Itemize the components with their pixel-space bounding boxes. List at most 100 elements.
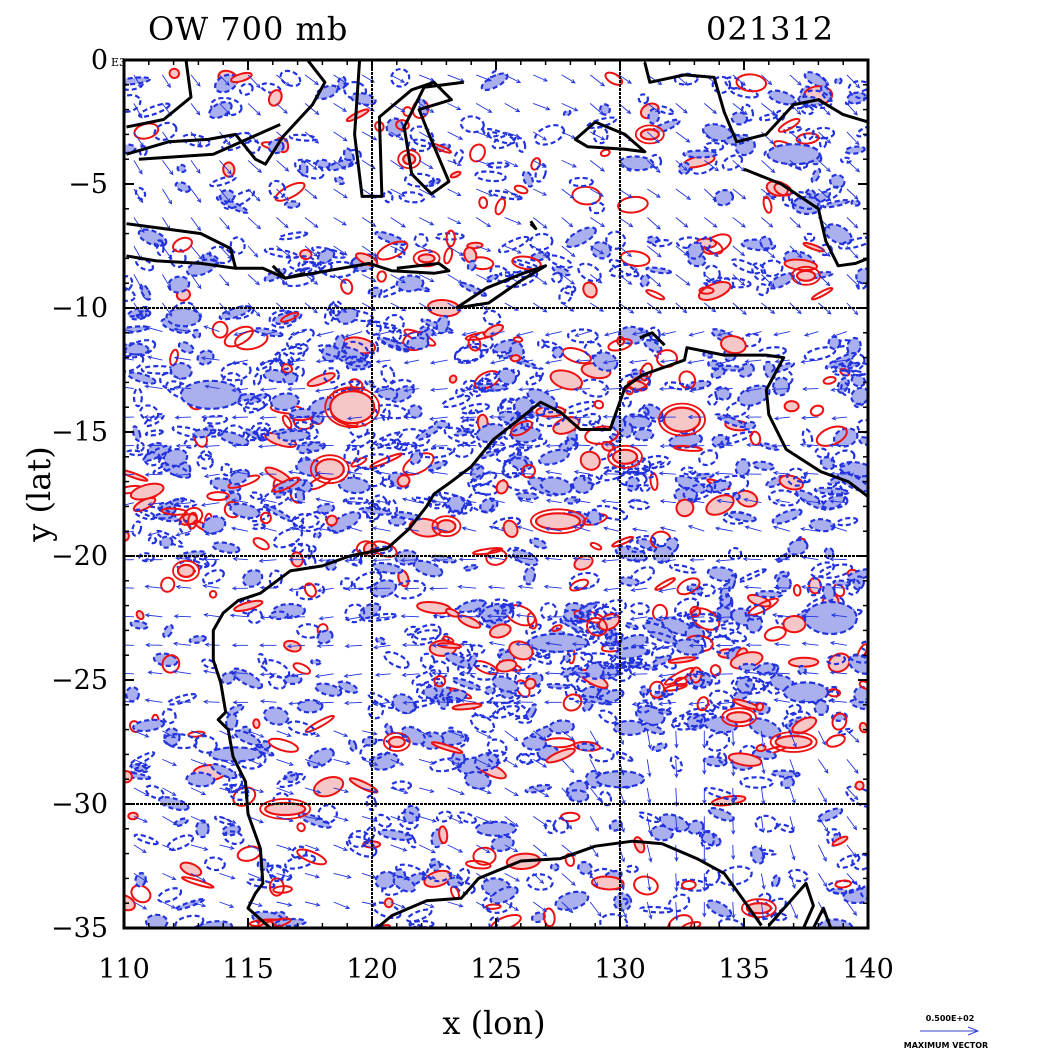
- positive-vorticity-contour: [230, 71, 253, 84]
- positive-vorticity-contour: [223, 325, 254, 348]
- negative-vorticity-contour: [434, 232, 465, 241]
- wind-vector: [230, 526, 249, 532]
- positive-vorticity-contour: [604, 71, 624, 86]
- wind-vector: [257, 444, 277, 449]
- wind-vector: [761, 245, 776, 259]
- wind-vector: [646, 873, 652, 892]
- negative-vorticity-contour: [405, 831, 417, 849]
- negative-vorticity-contour: [284, 854, 317, 870]
- positive-vorticity-contour: [559, 811, 581, 823]
- wind-vector: [675, 160, 688, 172]
- wind-vector: [162, 274, 172, 289]
- negative-vorticity-contour: [398, 191, 426, 204]
- negative-vorticity-contour: [588, 747, 615, 763]
- negative-vorticity-contour: [298, 261, 324, 276]
- negative-vorticity-contour: [196, 349, 215, 366]
- wind-vector: [162, 245, 173, 261]
- negative-vorticity-contour: [165, 307, 202, 328]
- wind-vector: [732, 103, 748, 116]
- positive-vorticity-contour: [569, 578, 590, 592]
- negative-vorticity-contour: [760, 259, 784, 278]
- positive-vorticity-contour: [436, 642, 463, 649]
- wind-vector: [162, 74, 171, 89]
- negative-vorticity-contour: [441, 394, 471, 409]
- wind-vector: [517, 584, 534, 589]
- positive-vorticity-contour: [822, 375, 837, 385]
- wind-vector: [133, 844, 147, 854]
- wind-vector: [124, 559, 134, 561]
- negative-vorticity-contour: [124, 93, 142, 113]
- negative-vorticity-contour: [511, 548, 539, 567]
- negative-vorticity-contour: [426, 863, 452, 883]
- wind-vector: [190, 302, 203, 318]
- wind-vector: [259, 415, 277, 421]
- negative-vorticity-contour: [202, 568, 225, 585]
- wind-vector: [375, 499, 391, 504]
- wind-vector: [504, 787, 519, 797]
- wind-vector: [714, 526, 733, 532]
- negative-vorticity-contour: [384, 313, 405, 334]
- wind-vector: [219, 217, 230, 230]
- negative-vorticity-contour: [253, 745, 275, 757]
- positive-vorticity-contour: [792, 584, 802, 597]
- wind-vector: [315, 414, 334, 419]
- wind-vector: [173, 501, 192, 507]
- wind-vector: [476, 131, 491, 138]
- negative-vorticity-contour: [161, 708, 177, 725]
- negative-vorticity-contour: [337, 476, 371, 495]
- wind-vector: [675, 188, 692, 201]
- wind-vector: [744, 414, 762, 420]
- negative-vorticity-contour: [241, 568, 264, 588]
- wind-vector: [475, 217, 492, 228]
- wind-vector: [561, 787, 573, 800]
- wind-vector: [761, 217, 774, 228]
- negative-vorticity-contour: [192, 428, 212, 439]
- wind-vector: [333, 188, 348, 199]
- negative-vorticity-contour: [599, 913, 629, 928]
- negative-vorticity-contour: [515, 136, 527, 153]
- positive-vorticity-contour: [735, 73, 768, 93]
- negative-vorticity-contour: [460, 402, 490, 415]
- wind-vector: [318, 616, 334, 621]
- wind-vector: [504, 730, 519, 742]
- coastline: [643, 62, 868, 144]
- positive-vorticity-contour: [465, 859, 492, 870]
- negative-vorticity-contour: [751, 262, 767, 282]
- negative-vorticity-contour: [365, 320, 382, 336]
- wind-vector: [771, 612, 790, 618]
- wind-vector: [457, 614, 477, 619]
- negative-vorticity-contour: [252, 372, 263, 387]
- positive-vorticity-contour: [502, 519, 519, 538]
- positive-vorticity-contour: [259, 511, 272, 525]
- negative-vorticity-contour: [629, 602, 650, 616]
- negative-vorticity-contour: [617, 661, 642, 669]
- wind-vector: [646, 131, 660, 144]
- negative-vorticity-contour: [845, 568, 868, 582]
- wind-vector: [288, 614, 306, 620]
- negative-vorticity-contour: [545, 682, 571, 690]
- positive-vorticity-contour: [783, 400, 800, 413]
- negative-vorticity-contour: [228, 771, 244, 792]
- positive-vorticity-core: [795, 269, 817, 282]
- positive-vorticity-contour: [340, 278, 354, 295]
- negative-vorticity-contour: [821, 583, 836, 602]
- negative-vorticity-contour: [144, 429, 164, 437]
- negative-vorticity-contour: [178, 519, 192, 536]
- wind-vector: [659, 644, 676, 650]
- negative-vorticity-contour: [277, 231, 309, 241]
- negative-vorticity-contour: [295, 583, 326, 601]
- wind-vector: [475, 103, 493, 113]
- wind-vector: [259, 699, 277, 704]
- y-tick-label: −10: [51, 293, 108, 324]
- negative-vorticity-contour: [226, 703, 245, 716]
- wind-vector: [532, 844, 548, 857]
- negative-vorticity-contour: [497, 235, 530, 254]
- wind-vector: [716, 416, 733, 421]
- wind-vector: [544, 671, 562, 676]
- wind-vector: [629, 616, 648, 621]
- wind-vector: [361, 844, 378, 851]
- negative-vorticity-contour: [768, 489, 801, 507]
- wind-vector: [761, 274, 776, 288]
- negative-vorticity-contour: [618, 372, 652, 393]
- negative-vorticity-contour: [246, 428, 270, 442]
